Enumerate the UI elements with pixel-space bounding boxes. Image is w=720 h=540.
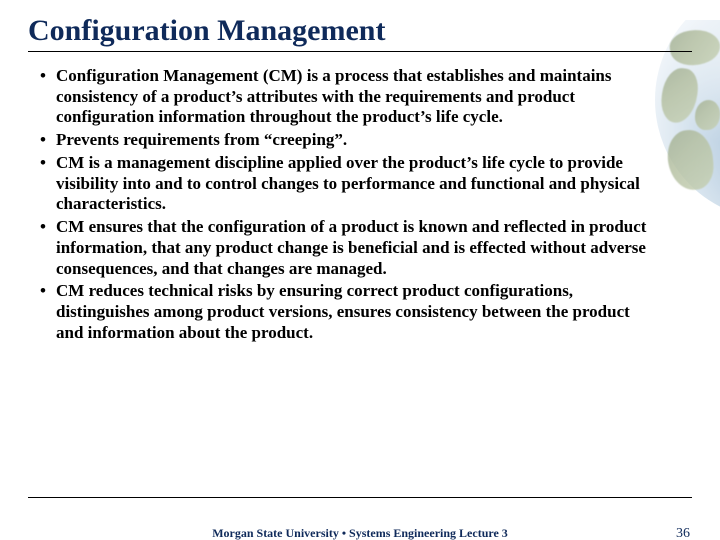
slide-title: Configuration Management (28, 14, 690, 47)
bullet-item: Prevents requirements from “creeping”. (40, 130, 660, 151)
page-number: 36 (676, 526, 690, 540)
footer-underline (28, 497, 692, 498)
bullet-item: CM reduces technical risks by ensuring c… (40, 281, 660, 343)
bullet-item: CM ensures that the configuration of a p… (40, 217, 660, 279)
title-block: Configuration Management (0, 0, 720, 66)
bullet-item: CM is a management discipline applied ov… (40, 153, 660, 215)
bullet-item: Configuration Management (CM) is a proce… (40, 66, 660, 128)
footer-center-text: Morgan State University • Systems Engine… (0, 526, 720, 540)
title-underline (28, 51, 692, 52)
slide-body: Configuration Management (CM) is a proce… (0, 66, 720, 344)
slide: Configuration Management Configuration M… (0, 0, 720, 540)
bullet-list: Configuration Management (CM) is a proce… (40, 66, 660, 344)
